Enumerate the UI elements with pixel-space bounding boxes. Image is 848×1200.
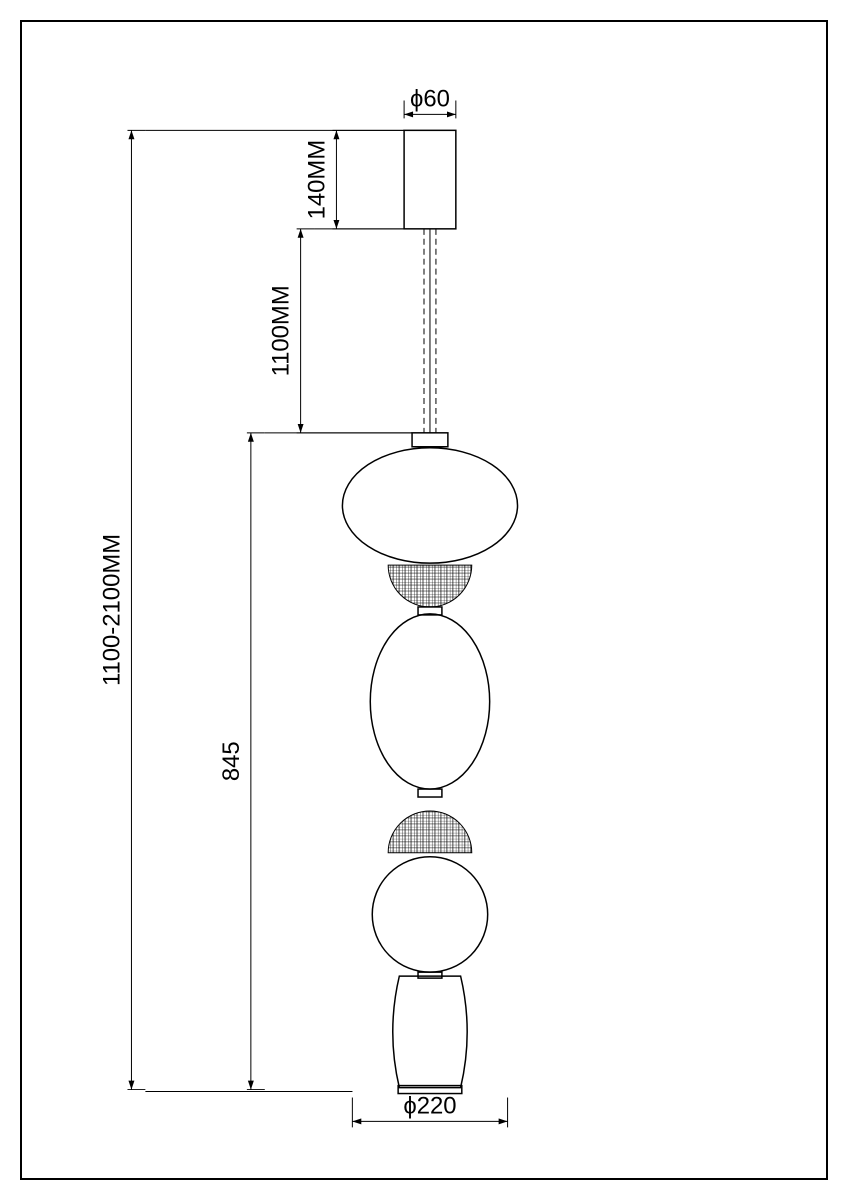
dimension-label: ϕ60 [410,85,450,112]
connector [418,972,442,978]
dimension-label: 845 [218,741,245,781]
glass-barrel [393,976,467,1087]
glass-globe [370,614,489,789]
dimension-label: ϕ220 [403,1092,456,1119]
connector [412,433,448,447]
drawing-frame: ϕ60 140MM 1100MM 1100-2100MM 845 ϕ220 [20,20,828,1180]
textured-element [388,565,472,607]
dimension-label: 1100-2100MM [99,534,126,686]
textured-element [388,811,472,853]
dimension-label: 140MM [303,140,330,220]
connector [418,789,442,797]
ceiling-canopy [404,130,456,229]
dimension-label: 1100MM [268,285,295,376]
glass-globe [342,448,517,563]
technical-drawing: ϕ60 140MM 1100MM 1100-2100MM 845 ϕ220 [22,22,826,1178]
glass-globe [372,857,487,972]
